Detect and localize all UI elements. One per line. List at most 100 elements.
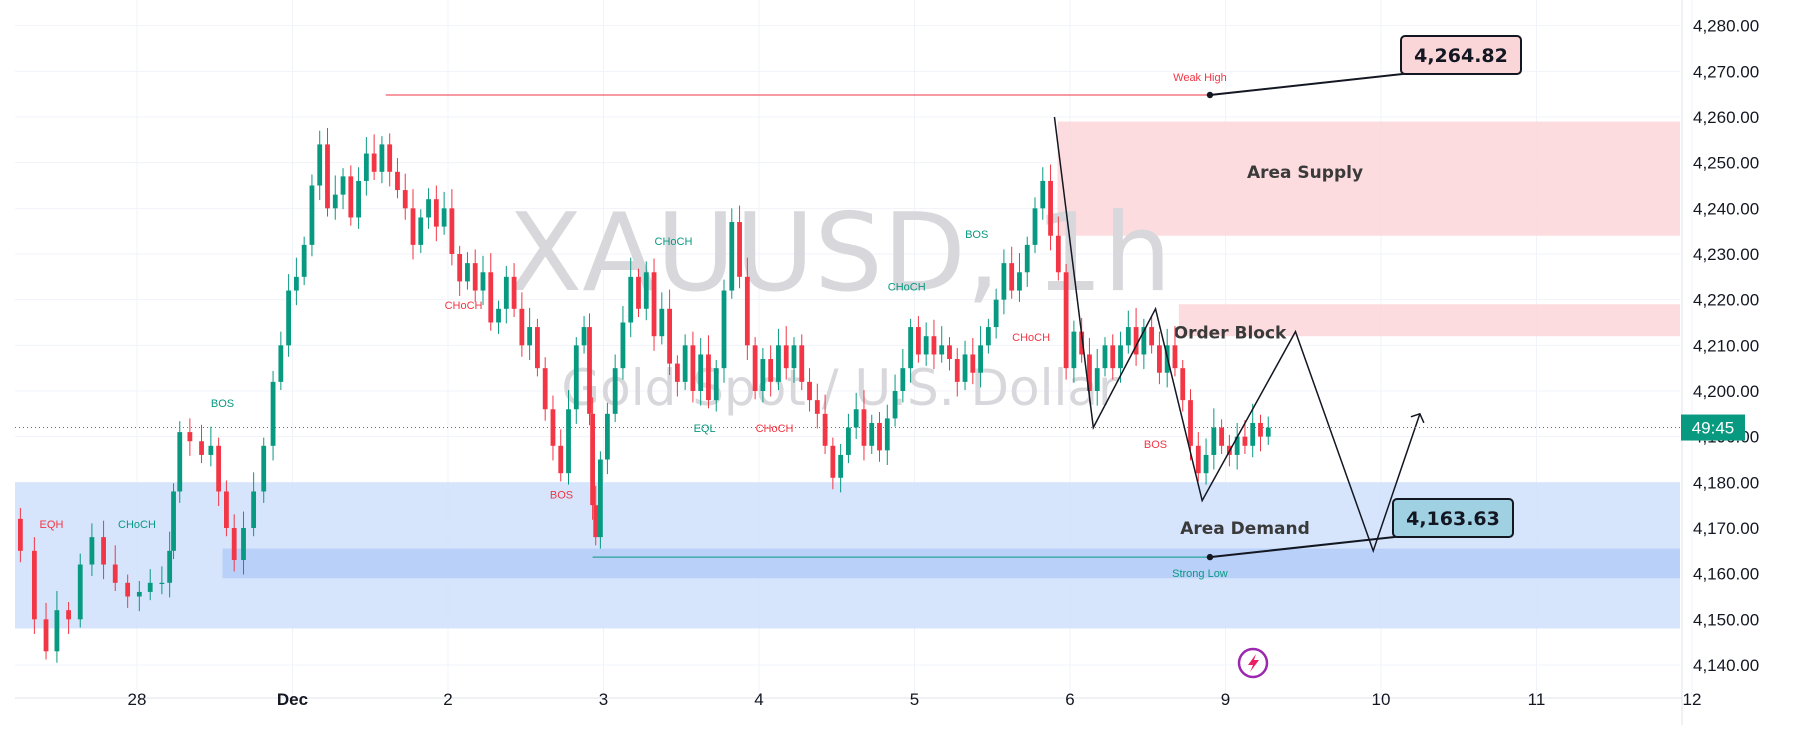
candle-body	[418, 217, 424, 245]
candle-body	[1188, 400, 1193, 446]
projection	[1053, 116, 1425, 554]
candle-body	[1133, 327, 1139, 355]
candle-body	[1110, 345, 1116, 369]
candle-body	[760, 359, 766, 391]
candle-body	[488, 272, 494, 323]
structure-label: BOS	[965, 229, 988, 241]
candle-body	[729, 222, 735, 291]
time-tick-label: Dec	[277, 690, 308, 709]
candle-body	[1141, 327, 1147, 355]
candle-body	[1087, 354, 1092, 391]
candle-body	[496, 308, 501, 323]
candle-body	[171, 491, 176, 551]
zone-area-supply	[1057, 121, 1680, 236]
zone-order-block	[1178, 304, 1680, 337]
candle-body	[325, 144, 330, 209]
candle-body	[1118, 345, 1123, 369]
candle-body	[1250, 422, 1256, 446]
candle-body	[136, 591, 142, 597]
candle-body	[962, 354, 968, 382]
price-tick-label: 4,140.00	[1693, 656, 1759, 675]
candle-body	[915, 327, 921, 355]
candle-body	[1071, 331, 1077, 369]
candle-body	[465, 263, 470, 282]
candle-body	[77, 564, 83, 620]
candle-body	[573, 345, 579, 410]
candle-body	[587, 327, 592, 414]
price-tick-label: 4,280.00	[1693, 17, 1759, 36]
structure-label: BOS	[550, 489, 573, 501]
time-tick-label: 12	[1683, 690, 1702, 709]
current-price-label: 49:45	[1692, 419, 1735, 438]
candle-body	[1180, 368, 1186, 401]
watermark-symbol: XAUUSD, 1h	[508, 191, 1172, 316]
candle-body	[877, 422, 882, 451]
callout-text: 4,163.63	[1406, 508, 1500, 530]
candle-body	[807, 381, 812, 401]
candle-body	[593, 505, 599, 538]
candle-body	[1009, 263, 1015, 291]
candle-body	[993, 299, 999, 328]
time-tick-label: 9	[1221, 690, 1230, 709]
callout-anchor-dot	[1206, 91, 1214, 99]
candle-body	[167, 550, 173, 583]
lightning-icon	[1237, 647, 1269, 679]
candles	[17, 127, 1271, 663]
candle-body	[682, 345, 688, 382]
candle-body	[261, 445, 267, 492]
candle-body	[54, 610, 60, 652]
candle-body	[231, 528, 237, 560]
candle-body	[147, 582, 153, 592]
candle-body	[690, 345, 696, 391]
candle-body	[892, 391, 898, 419]
candle-body	[1079, 331, 1085, 355]
candle-body	[1203, 454, 1209, 474]
candle-body	[838, 454, 844, 478]
watermark: XAUUSD, 1h Gold Spot / U.S. Dollar	[508, 191, 1172, 417]
candle-body	[636, 276, 641, 309]
candle-body	[954, 359, 960, 382]
candle-body	[581, 327, 587, 346]
candle-body	[457, 254, 463, 282]
candle-body	[604, 413, 610, 460]
candle-body	[17, 518, 23, 551]
time-tick-label: 2	[443, 690, 452, 709]
candle-body	[713, 368, 719, 401]
candle-body	[612, 368, 618, 414]
axes: 4,280.00 4,270.00 4,260.00 4,250.00 4,240.00…	[15, 0, 1759, 725]
candle-body	[199, 441, 204, 455]
candle-body	[101, 537, 106, 565]
projection-path	[1053, 116, 1421, 554]
candle-body	[1219, 427, 1225, 446]
candle-body	[1195, 445, 1201, 474]
candle-body	[1048, 180, 1053, 236]
lightning-icon-ring	[1237, 647, 1269, 679]
candle-body	[511, 276, 517, 309]
candle-body	[970, 354, 976, 373]
structure-label: CHoCH	[756, 423, 794, 435]
candle-body	[737, 222, 742, 277]
candle-body	[402, 190, 408, 209]
candle-body	[674, 363, 680, 382]
candle-body	[309, 185, 315, 245]
candle-body	[1157, 345, 1162, 373]
price-tick-label: 4,160.00	[1693, 565, 1759, 584]
candle-body	[301, 244, 307, 277]
candle-body	[822, 413, 828, 446]
callouts: 4,264.82 4,163.63	[1206, 35, 1522, 561]
candle-body	[721, 290, 727, 369]
candle-body	[387, 144, 393, 172]
current-price-badge	[1681, 414, 1745, 441]
candle-body	[620, 322, 626, 369]
candle-body	[449, 208, 455, 254]
candle-body	[1024, 244, 1030, 273]
candle-body	[241, 528, 246, 560]
candle-body	[278, 345, 284, 382]
candle-body	[900, 368, 906, 391]
structure-label: BOS	[211, 398, 234, 410]
candle-body	[931, 336, 937, 355]
level-label: Weak High	[1173, 72, 1227, 84]
candle-body	[869, 422, 875, 446]
